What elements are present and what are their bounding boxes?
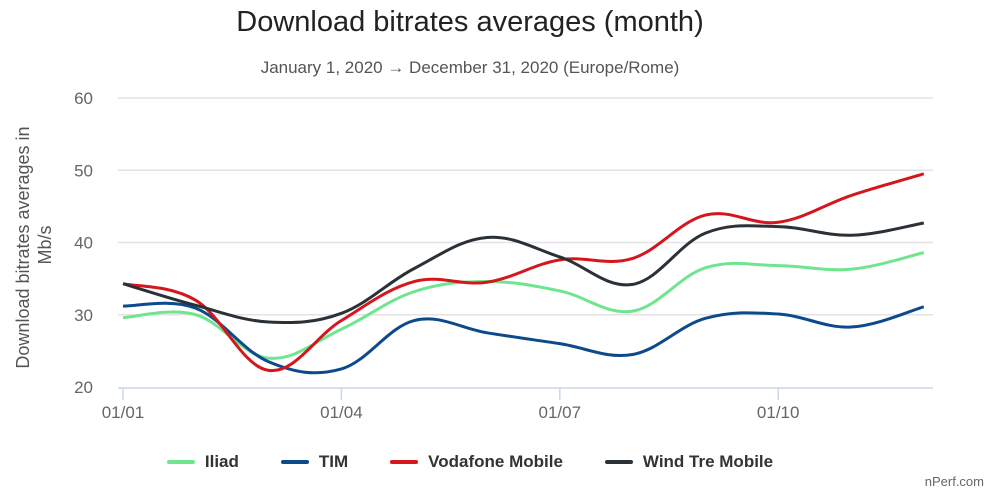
series-line (122, 221, 925, 325)
data-point[interactable] (774, 223, 782, 231)
data-point[interactable] (119, 302, 127, 310)
data-point[interactable] (410, 278, 418, 286)
series-vodafone-mobile (122, 170, 928, 374)
data-point[interactable] (556, 287, 564, 295)
chart-title: Download bitrates averages (month) (236, 6, 704, 38)
legend-item[interactable]: Vodafone Mobile (390, 452, 563, 472)
legend-swatch (166, 460, 195, 464)
data-point[interactable] (847, 192, 855, 200)
series-tim (119, 301, 928, 375)
chart-subtitle: January 1, 2020 → December 31, 2020 (Eur… (260, 58, 680, 77)
data-point[interactable] (410, 288, 418, 296)
x-tick-label: 01/01 (102, 403, 145, 422)
legend-swatch (280, 460, 309, 464)
data-point[interactable] (119, 314, 127, 322)
data-point[interactable] (483, 329, 491, 337)
x-tick-label: 01/10 (757, 403, 800, 422)
data-point[interactable] (337, 325, 345, 333)
legend-label: TIM (318, 452, 349, 471)
y-tick-label: 40 (74, 234, 93, 253)
legend-swatch (604, 460, 633, 464)
data-point[interactable] (920, 170, 928, 178)
legend-item[interactable]: Iliad (166, 452, 239, 472)
data-point[interactable] (701, 229, 709, 237)
data-point[interactable] (337, 365, 345, 373)
data-point[interactable] (920, 249, 928, 257)
data-point[interactable] (629, 280, 637, 288)
data-point[interactable] (556, 253, 564, 261)
data-point[interactable] (701, 264, 709, 272)
series-line (122, 172, 925, 372)
data-point[interactable] (410, 317, 418, 325)
data-point[interactable] (192, 301, 200, 309)
legend-label: Iliad (204, 452, 239, 471)
y-tick-label: 30 (74, 306, 93, 325)
series-line (122, 301, 925, 375)
legend-label: Vodafone Mobile (428, 452, 563, 471)
data-point[interactable] (483, 233, 491, 241)
data-point[interactable] (920, 219, 928, 227)
y-axis-label: Download bitrates averages in Mb/s (13, 121, 55, 368)
data-point[interactable] (847, 231, 855, 239)
series-wind-tre-mobile (119, 219, 928, 326)
series-line (122, 251, 925, 360)
legend-swatch (390, 460, 419, 464)
data-point[interactable] (265, 366, 273, 374)
data-point[interactable] (629, 307, 637, 315)
data-point[interactable] (774, 262, 782, 270)
legend-label: Wind Tre Mobile (642, 452, 774, 471)
data-point[interactable] (629, 254, 637, 262)
data-point[interactable] (265, 358, 273, 366)
y-tick-label: 50 (74, 161, 93, 180)
data-point[interactable] (337, 317, 345, 325)
data-point[interactable] (774, 310, 782, 318)
legend-item[interactable]: TIM (280, 452, 349, 472)
data-point[interactable] (119, 280, 127, 288)
y-tick-label: 60 (74, 89, 93, 108)
data-point[interactable] (556, 340, 564, 348)
credit: nPerf.com (924, 474, 984, 489)
data-point[interactable] (337, 309, 345, 317)
data-point[interactable] (701, 211, 709, 219)
legend-item[interactable]: Wind Tre Mobile (604, 452, 774, 472)
x-tick-label: 01/04 (320, 403, 363, 422)
data-point[interactable] (847, 323, 855, 331)
data-point[interactable] (629, 350, 637, 358)
x-tick-label: 01/07 (539, 403, 582, 422)
data-point[interactable] (410, 265, 418, 273)
data-point[interactable] (701, 314, 709, 322)
y-tick-label: 20 (74, 378, 93, 397)
data-point[interactable] (920, 303, 928, 311)
series-iliad (119, 249, 928, 360)
legend: Iliad TIM Vodafone Mobile Wind Tre Mobile (0, 452, 940, 472)
data-point[interactable] (483, 278, 491, 286)
data-point[interactable] (265, 318, 273, 326)
data-point[interactable] (847, 265, 855, 273)
